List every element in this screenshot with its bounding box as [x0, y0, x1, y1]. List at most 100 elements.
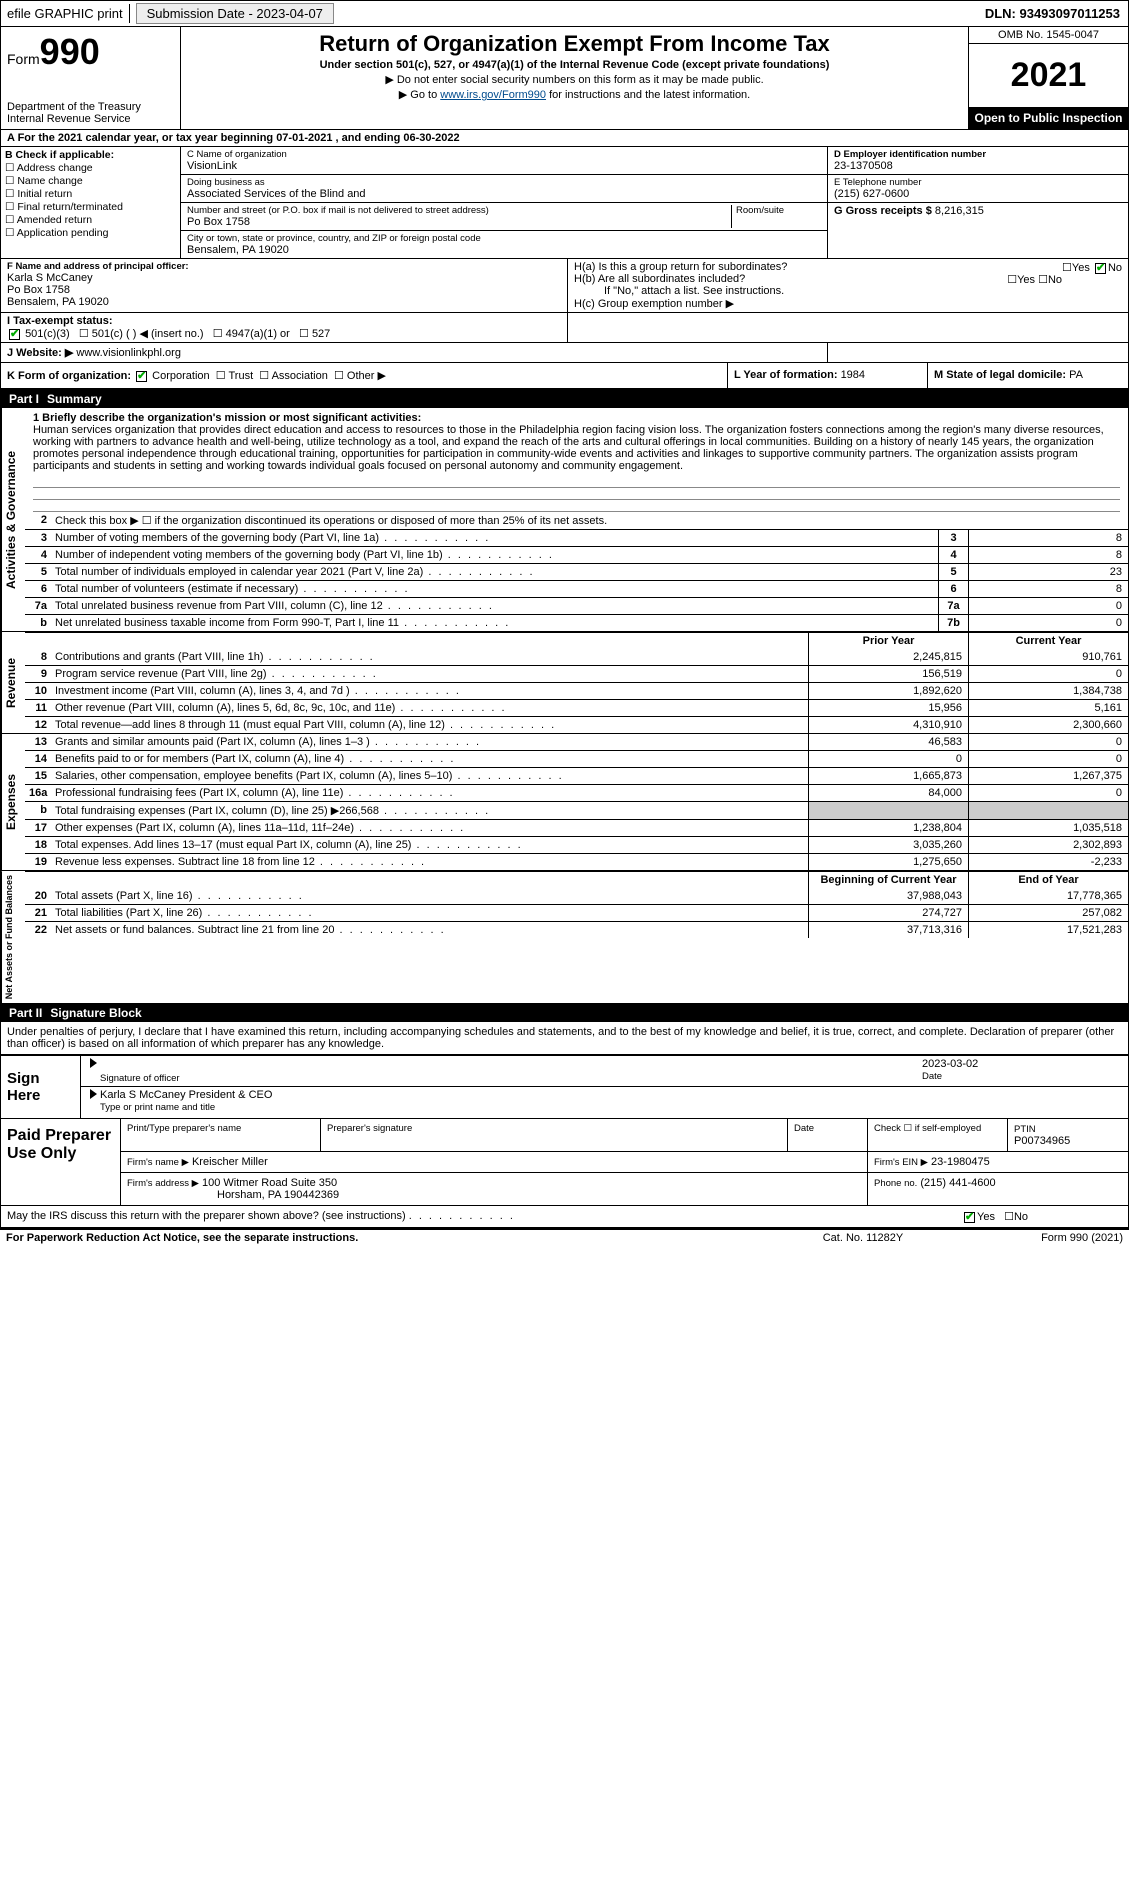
- fin-line: 20Total assets (Part X, line 16)37,988,0…: [25, 888, 1128, 904]
- check-amended-return[interactable]: ☐ Amended return: [5, 214, 176, 226]
- public-inspection: Open to Public Inspection: [969, 107, 1128, 129]
- check-name-change[interactable]: ☐ Name change: [5, 175, 176, 187]
- corp-check[interactable]: [136, 371, 147, 382]
- prior-year-header: Prior Year: [808, 633, 968, 649]
- website-label: J Website: ▶: [7, 347, 73, 359]
- form-990: Form990 Department of the Treasury Inter…: [0, 27, 1129, 1228]
- ein-label: D Employer identification number: [834, 149, 986, 160]
- dln-label: DLN: 93493097011253: [977, 4, 1128, 23]
- ptin-label: PTIN: [1014, 1124, 1036, 1135]
- h-b-note: If "No," attach a list. See instructions…: [574, 285, 1122, 297]
- phone-label: E Telephone number: [834, 177, 1122, 188]
- firm-addr-label: Firm's address ▶: [127, 1178, 199, 1189]
- page-footer: For Paperwork Reduction Act Notice, see …: [0, 1228, 1129, 1246]
- check-address-change[interactable]: ☐ Address change: [5, 162, 176, 174]
- fin-line: 17Other expenses (Part IX, column (A), l…: [25, 819, 1128, 836]
- mission-text: Human services organization that provide…: [33, 424, 1104, 472]
- officer-addr2: Bensalem, PA 19020: [7, 296, 561, 308]
- officer-name: Karla S McCaney: [7, 272, 561, 284]
- gov-line: 3Number of voting members of the governi…: [25, 529, 1128, 546]
- part-1-header: Part I Summary: [1, 390, 1128, 408]
- gov-line: bNet unrelated business taxable income f…: [25, 614, 1128, 631]
- org-name-label: C Name of organization: [187, 149, 821, 160]
- fin-line: 19Revenue less expenses. Subtract line 1…: [25, 853, 1128, 870]
- form-subtitle-2: ▶ Do not enter social security numbers o…: [189, 73, 960, 86]
- irs-link[interactable]: www.irs.gov/Form990: [440, 89, 546, 101]
- fin-line: 18Total expenses. Add lines 13–17 (must …: [25, 836, 1128, 853]
- officer-label: F Name and address of principal officer:: [7, 261, 189, 272]
- tax-exempt-label: I Tax-exempt status:: [7, 315, 113, 327]
- discuss-question: May the IRS discuss this return with the…: [7, 1210, 962, 1223]
- firm-ein-label: Firm's EIN ▶: [874, 1157, 928, 1168]
- form-title: Return of Organization Exempt From Incom…: [189, 31, 960, 57]
- year-formation-label: L Year of formation:: [734, 369, 841, 381]
- dept-label: Department of the Treasury: [7, 101, 174, 113]
- penalties-text: Under penalties of perjury, I declare th…: [1, 1022, 1128, 1055]
- fin-line: 11Other revenue (Part VIII, column (A), …: [25, 699, 1128, 716]
- form-org-label: K Form of organization:: [7, 370, 131, 382]
- check-final-return[interactable]: ☐ Final return/terminated: [5, 201, 176, 213]
- fin-line: bTotal fundraising expenses (Part IX, co…: [25, 801, 1128, 819]
- current-year-header: Current Year: [968, 633, 1128, 649]
- fin-line: 16aProfessional fundraising fees (Part I…: [25, 784, 1128, 801]
- side-revenue: Revenue: [1, 632, 25, 733]
- efile-label: efile GRAPHIC print: [1, 4, 130, 23]
- form-number: 990: [40, 31, 100, 72]
- sig-date-label: Date: [922, 1071, 942, 1082]
- domicile-label: M State of legal domicile:: [934, 369, 1069, 381]
- sign-arrow-icon: [90, 1058, 97, 1068]
- phone-value: (215) 627-0600: [834, 188, 1122, 200]
- side-expenses: Expenses: [1, 734, 25, 870]
- form-header: Form990 Department of the Treasury Inter…: [1, 27, 1128, 130]
- footer-cat: Cat. No. 11282Y: [763, 1232, 963, 1244]
- sig-date: 2023-03-02: [922, 1058, 1122, 1070]
- org-name: VisionLink: [187, 160, 821, 172]
- domicile: PA: [1069, 369, 1083, 381]
- paid-preparer-label: Paid Preparer Use Only: [1, 1119, 121, 1205]
- gross-receipts-label: G Gross receipts $: [834, 205, 932, 217]
- submission-date-button[interactable]: Submission Date - 2023-04-07: [136, 3, 334, 24]
- end-year-header: End of Year: [968, 872, 1128, 888]
- sign-here-label: Sign Here: [1, 1056, 81, 1118]
- check-initial-return[interactable]: ☐ Initial return: [5, 188, 176, 200]
- form-subtitle-1: Under section 501(c), 527, or 4947(a)(1)…: [189, 59, 960, 71]
- addr-value: Po Box 1758: [187, 216, 731, 228]
- tax-year: 2021: [969, 44, 1128, 107]
- gov-line: 2Check this box ▶ ☐ if the organization …: [25, 512, 1128, 529]
- self-employed-label: Check ☐ if self-employed: [868, 1119, 1008, 1151]
- check-application-pending[interactable]: ☐ Application pending: [5, 227, 176, 239]
- firm-phone-label: Phone no.: [874, 1178, 917, 1189]
- fin-line: 12Total revenue—add lines 8 through 11 (…: [25, 716, 1128, 733]
- sig-name-label: Type or print name and title: [100, 1102, 215, 1113]
- dba-label: Doing business as: [187, 177, 821, 188]
- firm-name-label: Firm's name ▶: [127, 1157, 189, 1168]
- omb-number: OMB No. 1545-0047: [969, 27, 1128, 44]
- gov-line: 5Total number of individuals employed in…: [25, 563, 1128, 580]
- preparer-sig-label: Preparer's signature: [321, 1119, 788, 1151]
- ha-no-check[interactable]: [1095, 263, 1106, 274]
- beg-year-header: Beginning of Current Year: [808, 872, 968, 888]
- fin-line: 13Grants and similar amounts paid (Part …: [25, 734, 1128, 750]
- firm-ein: 23-1980475: [931, 1156, 990, 1168]
- footer-form: Form 990 (2021): [963, 1232, 1123, 1244]
- 501c3-check[interactable]: [9, 329, 20, 340]
- gov-line: 7aTotal unrelated business revenue from …: [25, 597, 1128, 614]
- goto-pre: ▶ Go to: [399, 89, 440, 101]
- col-b-header: B Check if applicable:: [5, 149, 114, 161]
- part-2-header: Part II Signature Block: [1, 1004, 1128, 1022]
- discuss-yes-check[interactable]: [964, 1212, 975, 1223]
- fin-line: 9Program service revenue (Part VIII, lin…: [25, 665, 1128, 682]
- h-c-label: H(c) Group exemption number ▶: [574, 297, 1122, 310]
- row-a-tax-year: A For the 2021 calendar year, or tax yea…: [1, 130, 1128, 147]
- fin-line: 22Net assets or fund balances. Subtract …: [25, 921, 1128, 938]
- addr-label: Number and street (or P.O. box if mail i…: [187, 205, 731, 216]
- firm-addr2: Horsham, PA 190442369: [127, 1189, 339, 1201]
- h-a-label: H(a) Is this a group return for subordin…: [574, 261, 787, 273]
- preparer-date-label: Date: [788, 1119, 868, 1151]
- year-formation: 1984: [841, 369, 865, 381]
- preparer-name-label: Print/Type preparer's name: [121, 1119, 321, 1151]
- officer-addr1: Po Box 1758: [7, 284, 561, 296]
- fin-line: 15Salaries, other compensation, employee…: [25, 767, 1128, 784]
- city-label: City or town, state or province, country…: [187, 233, 821, 244]
- sig-name: Karla S McCaney President & CEO: [100, 1089, 1122, 1101]
